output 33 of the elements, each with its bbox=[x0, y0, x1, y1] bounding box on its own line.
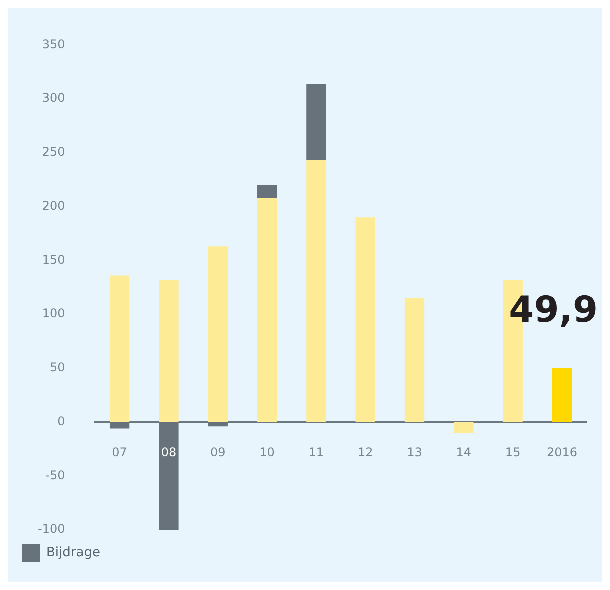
y-tick-label: 250 bbox=[42, 145, 66, 160]
x-tick-label: 13 bbox=[407, 446, 422, 460]
x-tick-label: 12 bbox=[358, 446, 374, 460]
x-tick-label: 14 bbox=[456, 446, 472, 460]
bar bbox=[208, 246, 228, 422]
y-tick-label: 300 bbox=[42, 91, 66, 106]
y-tick-label: 0 bbox=[58, 414, 66, 428]
y-tick-label: -100 bbox=[38, 522, 66, 536]
y-tick-label: -50 bbox=[46, 468, 66, 482]
y-tick-label: 200 bbox=[42, 198, 66, 213]
x-tick-label: 15 bbox=[505, 446, 521, 460]
bar bbox=[306, 160, 326, 422]
bar bbox=[454, 422, 474, 434]
x-tick-label: 09 bbox=[210, 446, 226, 460]
y-tick-label: 100 bbox=[42, 306, 66, 321]
bar bbox=[257, 185, 278, 198]
x-tick-label: 2016 bbox=[546, 446, 578, 460]
bar bbox=[306, 84, 326, 160]
x-tick-label: 11 bbox=[308, 446, 324, 460]
bar bbox=[404, 298, 425, 422]
x-tick-label: 07 bbox=[112, 446, 128, 460]
x-tick-label: 10 bbox=[260, 446, 275, 460]
data-label: 49,9 bbox=[509, 290, 598, 331]
bar bbox=[110, 276, 130, 422]
bar bbox=[257, 198, 278, 422]
x-tick-label: 08 bbox=[161, 446, 177, 460]
bar bbox=[159, 280, 179, 422]
y-tick-label: 150 bbox=[42, 252, 66, 267]
bar bbox=[552, 368, 572, 422]
bar bbox=[356, 218, 376, 422]
legend-label: Bijdrage bbox=[46, 545, 100, 560]
y-tick-label: 50 bbox=[50, 360, 66, 375]
y-tick-label: 350 bbox=[42, 37, 66, 52]
